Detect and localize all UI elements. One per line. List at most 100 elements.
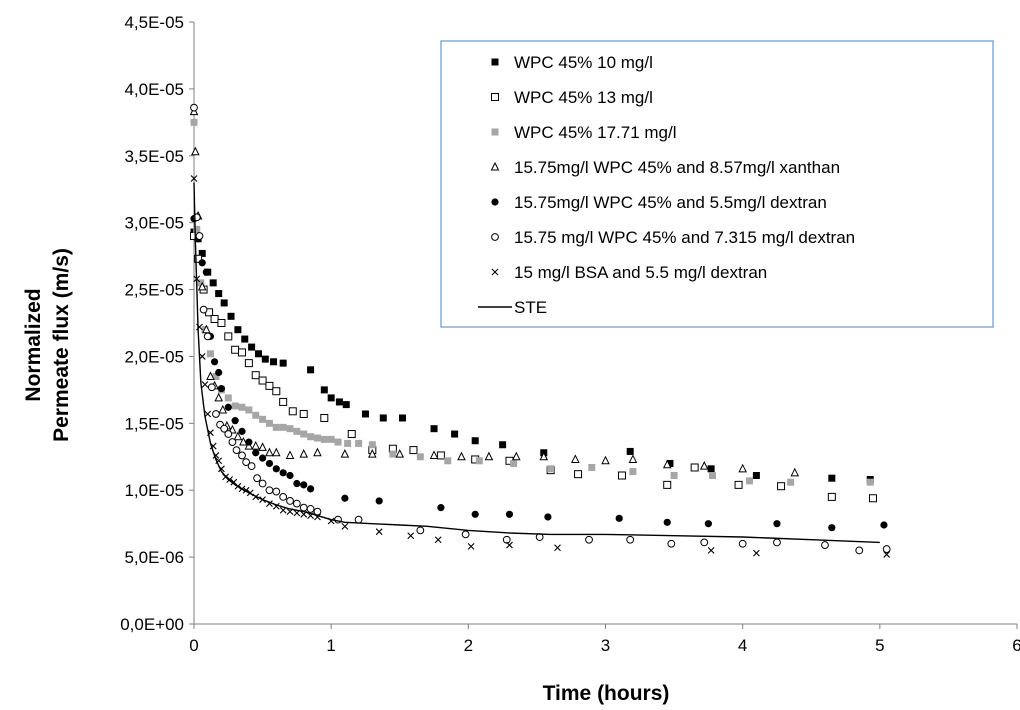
data-point	[690, 463, 699, 472]
data-point	[238, 348, 247, 357]
axes: 0,0E+00 5,0E-06 1,0E-05 1,5E-05 2,0E-05 2,5E-…	[120, 13, 1020, 655]
data-point	[251, 440, 261, 450]
data-point	[293, 427, 301, 435]
data-point	[201, 381, 209, 388]
legend-label: WPC 45% 17.71 mg/l	[514, 123, 677, 142]
data-point	[571, 454, 580, 463]
data-point	[251, 371, 260, 380]
legend-label: WPC 45% 10 mg/l	[514, 53, 653, 72]
data-point	[299, 409, 308, 418]
data-point	[190, 103, 198, 112]
x-tick-label: 1	[326, 636, 335, 655]
data-point	[258, 454, 267, 462]
data-point	[215, 290, 223, 298]
data-point	[279, 493, 288, 501]
data-point	[190, 118, 198, 126]
data-series	[189, 103, 891, 558]
data-point	[202, 324, 211, 334]
data-point	[855, 546, 864, 555]
data-point	[335, 398, 343, 406]
data-point	[210, 314, 219, 323]
data-point	[220, 299, 228, 307]
data-point	[773, 538, 781, 547]
data-point	[242, 458, 251, 467]
data-point	[272, 465, 280, 473]
data-point	[773, 520, 781, 528]
data-point	[666, 459, 674, 467]
data-point	[199, 305, 208, 314]
data-point	[662, 459, 672, 469]
data-point	[307, 366, 315, 374]
data-point	[574, 470, 583, 479]
data-point	[206, 350, 214, 358]
data-point	[327, 394, 335, 402]
data-point	[777, 482, 786, 491]
data-point	[234, 326, 242, 334]
data-point	[355, 439, 363, 447]
data-point	[375, 497, 383, 505]
data-point	[215, 368, 223, 377]
data-point	[279, 469, 287, 477]
data-point	[461, 530, 470, 539]
data-point	[193, 225, 201, 233]
data-point	[198, 249, 206, 257]
data-point	[510, 459, 518, 467]
data-point	[288, 407, 297, 416]
data-point	[499, 441, 507, 449]
y-tick-label: 1,0E-05	[124, 481, 184, 500]
data-point	[194, 254, 203, 263]
data-point	[214, 392, 223, 402]
data-point	[828, 474, 836, 482]
data-point	[437, 504, 445, 512]
data-point	[252, 449, 260, 457]
data-point	[320, 435, 328, 443]
data-point	[883, 551, 891, 558]
data-point	[279, 397, 288, 406]
data-point	[821, 541, 829, 549]
data-point	[244, 359, 253, 368]
data-point	[880, 521, 888, 529]
data-point	[626, 535, 635, 544]
data-point	[209, 279, 217, 287]
legend-swatch	[491, 58, 499, 66]
data-point	[224, 403, 232, 411]
data-point	[306, 505, 315, 513]
data-point	[265, 486, 274, 495]
data-point	[601, 455, 610, 465]
data-point	[663, 518, 671, 526]
data-point	[868, 494, 877, 503]
data-point	[484, 451, 494, 461]
data-point	[306, 485, 315, 493]
data-point	[434, 536, 442, 544]
series-1	[190, 232, 877, 503]
data-point	[212, 373, 220, 381]
y-axis-title-line-2: Permeate flux (m/s)	[50, 248, 73, 442]
data-point	[279, 423, 287, 431]
data-point	[238, 451, 246, 460]
data-point	[615, 514, 623, 522]
data-point	[429, 450, 439, 459]
data-point	[342, 401, 350, 409]
data-point	[341, 494, 349, 502]
legend-swatch	[491, 93, 499, 101]
data-point	[220, 424, 229, 433]
data-point	[279, 506, 287, 514]
y-tick-label: 5,0E-06	[124, 548, 184, 567]
data-point	[347, 430, 356, 439]
data-point	[227, 312, 235, 320]
data-point	[228, 438, 237, 446]
data-point	[286, 425, 294, 433]
data-point	[585, 535, 593, 544]
data-point	[430, 425, 438, 433]
data-point	[217, 319, 226, 327]
data-point	[416, 526, 425, 535]
legend-label: 15 mg/l BSA and 5.5 mg/l dextran	[514, 263, 767, 282]
data-point	[547, 465, 555, 473]
data-point	[471, 437, 479, 445]
series-4	[190, 215, 888, 532]
data-point	[258, 442, 267, 451]
series-line-ste	[193, 182, 880, 544]
data-point	[505, 510, 514, 518]
data-point	[354, 515, 363, 524]
data-point	[293, 479, 301, 488]
